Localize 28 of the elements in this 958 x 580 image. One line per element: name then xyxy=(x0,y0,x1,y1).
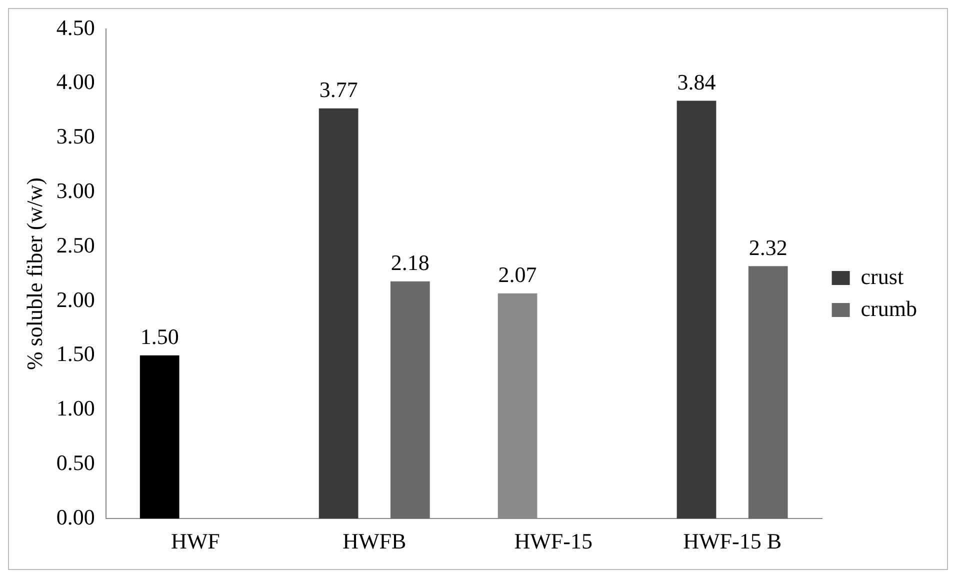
bar xyxy=(676,100,716,519)
bar xyxy=(318,108,358,519)
y-tick-label: 0.00 xyxy=(56,504,95,530)
y-axis-title: % soluble fiber (w/w) xyxy=(22,178,47,370)
y-tick-label: 1.50 xyxy=(56,341,95,366)
y-tick-label: 2.50 xyxy=(56,232,95,258)
data-label: 1.50 xyxy=(140,324,179,350)
data-label: 2.18 xyxy=(390,250,430,276)
x-tick-label: HWFB xyxy=(342,528,406,554)
bar xyxy=(140,355,180,519)
y-tick-label: 1.00 xyxy=(56,396,95,421)
data-label: 3.77 xyxy=(319,77,358,102)
y-tick-label: 0.50 xyxy=(56,450,95,475)
y-tick-label: 3.50 xyxy=(56,124,95,149)
data-label: 2.32 xyxy=(748,234,788,260)
y-tick-label: 4.00 xyxy=(56,69,95,94)
y-tick-label: 2.00 xyxy=(56,286,95,312)
y-tick-label: 3.00 xyxy=(56,178,95,203)
bar xyxy=(390,281,430,519)
data-label: 2.07 xyxy=(498,262,537,288)
legend-label: crumb xyxy=(860,296,917,321)
bar xyxy=(748,266,788,519)
x-tick-label: HWF-15 xyxy=(514,528,592,554)
data-label: 3.84 xyxy=(677,70,716,95)
x-tick-label: HWF-15 B xyxy=(683,528,782,554)
y-tick-label: 4.50 xyxy=(56,14,95,40)
legend-label: crust xyxy=(860,264,904,289)
x-tick-label: HWF xyxy=(170,528,220,554)
